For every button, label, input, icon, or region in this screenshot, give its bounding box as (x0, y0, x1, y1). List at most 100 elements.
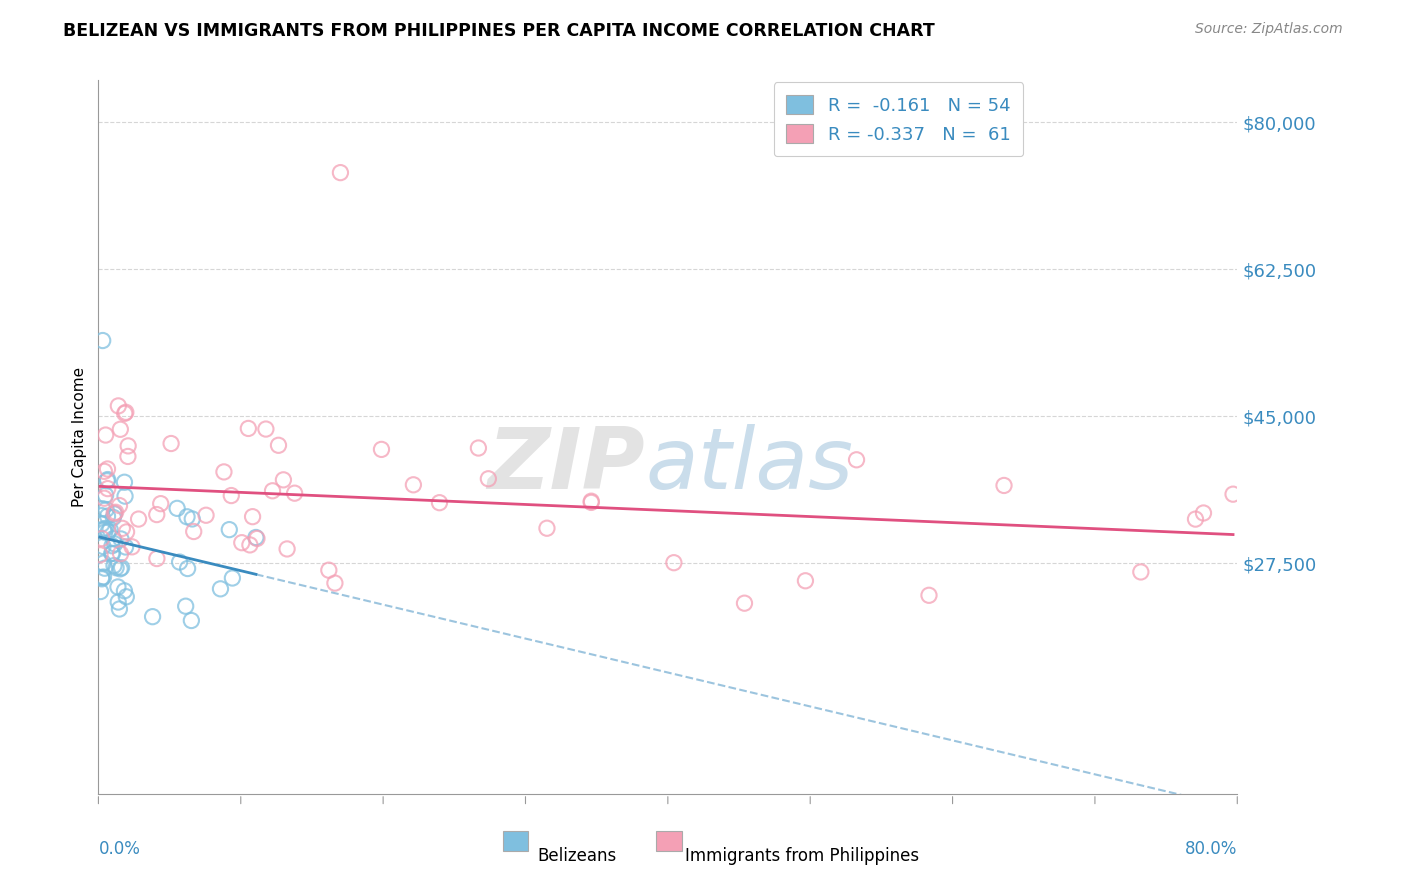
Point (231, 535, 253, 549)
Point (467, 441, 489, 455)
Point (536, 521, 558, 535)
Point (1184, 512, 1206, 526)
Point (90, 572, 112, 586)
Point (221, 571, 243, 585)
Point (370, 442, 392, 457)
Point (160, 436, 183, 450)
Point (108, 499, 131, 513)
Point (110, 560, 132, 574)
Point (149, 497, 172, 511)
Point (402, 477, 425, 491)
Point (262, 483, 284, 498)
Point (176, 561, 198, 575)
Point (114, 540, 136, 554)
Point (181, 512, 204, 526)
Point (146, 551, 169, 566)
Point (128, 512, 150, 526)
Point (110, 532, 132, 546)
Point (993, 478, 1015, 492)
Point (166, 501, 188, 516)
Point (121, 540, 143, 554)
Point (245, 531, 267, 545)
Point (101, 546, 124, 560)
Point (114, 489, 136, 503)
Text: 0.0%: 0.0% (98, 840, 141, 858)
Point (273, 473, 295, 487)
Point (100, 546, 122, 560)
Point (183, 524, 205, 539)
Point (329, 166, 352, 180)
Point (174, 599, 197, 614)
Point (94, 522, 117, 536)
Y-axis label: Per Capita Income: Per Capita Income (72, 367, 87, 508)
Point (108, 602, 131, 616)
FancyBboxPatch shape (503, 831, 527, 851)
Point (91, 540, 114, 554)
Point (93, 491, 115, 506)
Text: Source: ZipAtlas.com: Source: ZipAtlas.com (1195, 22, 1343, 37)
Point (93, 561, 115, 575)
Point (97, 482, 120, 496)
Point (90, 571, 112, 585)
Point (794, 574, 817, 588)
Point (94, 502, 117, 516)
Point (238, 421, 260, 435)
Text: 80.0%: 80.0% (1185, 840, 1237, 858)
Point (176, 509, 198, 524)
Point (169, 555, 191, 569)
Point (101, 539, 124, 553)
Point (105, 560, 128, 574)
Point (104, 537, 127, 551)
Point (117, 439, 139, 453)
Point (97, 473, 120, 487)
Point (93, 556, 115, 570)
Point (239, 538, 262, 552)
Point (145, 508, 167, 522)
Point (212, 465, 235, 479)
Point (323, 576, 346, 591)
Point (114, 405, 136, 419)
Point (103, 510, 125, 524)
Point (284, 486, 307, 500)
Point (93, 570, 115, 584)
Point (107, 399, 129, 413)
Point (142, 609, 165, 624)
Point (96, 474, 118, 488)
Point (103, 532, 125, 546)
Point (114, 475, 136, 490)
Point (477, 472, 499, 486)
Point (90, 532, 112, 546)
Point (1129, 565, 1152, 579)
Point (90, 516, 112, 531)
Point (103, 558, 125, 573)
Point (107, 580, 129, 594)
Point (89, 584, 111, 599)
FancyBboxPatch shape (657, 831, 682, 851)
Point (581, 495, 603, 509)
Point (98, 523, 121, 537)
Point (114, 583, 136, 598)
Point (918, 588, 941, 602)
Point (91, 334, 114, 348)
Point (1222, 487, 1244, 501)
Point (242, 509, 264, 524)
Point (195, 508, 218, 523)
Point (845, 452, 868, 467)
Point (180, 614, 202, 628)
Text: Immigrants from Philippines: Immigrants from Philippines (685, 847, 920, 865)
Point (96, 509, 118, 524)
Point (246, 532, 269, 546)
Text: atlas: atlas (645, 424, 853, 508)
Point (111, 521, 134, 535)
Point (104, 505, 127, 519)
Point (429, 496, 451, 510)
Point (318, 563, 340, 577)
Point (114, 406, 136, 420)
Point (89, 548, 111, 562)
Point (218, 523, 240, 537)
Point (93, 522, 115, 536)
Point (107, 595, 129, 609)
Point (90, 508, 112, 523)
Point (254, 422, 277, 436)
Point (94, 488, 117, 502)
